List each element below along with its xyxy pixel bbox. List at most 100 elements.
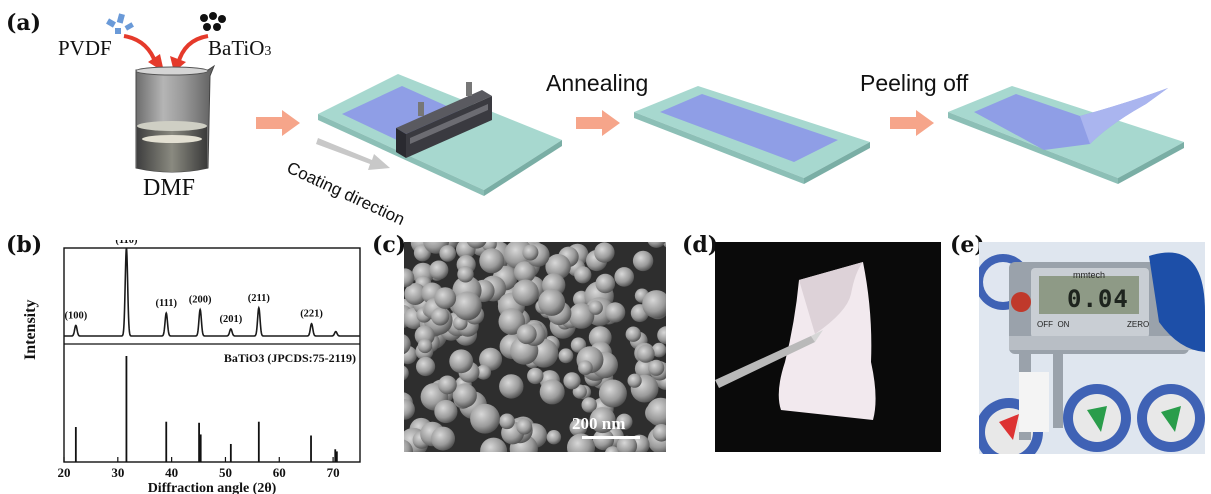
peak-label-0: (100) bbox=[64, 310, 87, 321]
sem-particle bbox=[516, 418, 533, 435]
sem-particle bbox=[614, 267, 634, 287]
sem-particle bbox=[404, 365, 409, 381]
sem-particle bbox=[499, 413, 515, 430]
panel-c-label: (c) bbox=[372, 232, 407, 258]
pvdf-powder-icon bbox=[106, 13, 134, 34]
sem-image: 200 nm bbox=[404, 242, 666, 452]
sem-particle bbox=[598, 379, 627, 408]
scale-bar bbox=[582, 436, 640, 439]
caliper-display: 0.04 bbox=[1067, 285, 1129, 313]
annealed-substrate bbox=[634, 86, 870, 184]
x-axis-label: Diffraction angle (2θ) bbox=[148, 481, 277, 494]
peak-label-4: (201) bbox=[219, 314, 242, 325]
sem-particle bbox=[578, 360, 593, 375]
sem-particle bbox=[652, 424, 666, 442]
sem-particle bbox=[480, 437, 508, 452]
flexible-film-photo bbox=[715, 242, 941, 452]
pvdf-label: PVDF bbox=[58, 36, 112, 60]
sem-particle bbox=[642, 290, 666, 319]
sem-particle bbox=[647, 242, 666, 248]
caliper-zero-label: ZERO bbox=[1127, 320, 1150, 329]
sem-particle bbox=[539, 379, 565, 405]
sem-particle bbox=[646, 397, 666, 427]
sem-particle bbox=[616, 435, 638, 452]
sem-particle bbox=[563, 372, 581, 390]
sem-particle bbox=[516, 324, 537, 345]
x-tick-label-2: 40 bbox=[165, 465, 178, 480]
peak-label-6: (221) bbox=[300, 309, 323, 320]
reference-label: BaTiO3 (JPCDS:75-2119) bbox=[224, 351, 356, 365]
sem-particle bbox=[514, 261, 536, 283]
panel-b-label: (b) bbox=[6, 232, 43, 258]
sem-particle bbox=[569, 418, 588, 437]
sem-particle bbox=[594, 242, 615, 263]
sem-particle bbox=[449, 349, 474, 374]
x-tick-label-4: 60 bbox=[273, 465, 286, 480]
sem-particle bbox=[438, 375, 457, 395]
sem-particle bbox=[512, 279, 539, 307]
sem-particle bbox=[479, 248, 505, 274]
caliper-off-on-label: OFF ON bbox=[1037, 320, 1070, 329]
y-axis-label: Intensity bbox=[22, 299, 39, 360]
sem-particle bbox=[581, 397, 597, 413]
step-arrow-2 bbox=[576, 110, 620, 136]
sem-particle bbox=[657, 326, 666, 345]
sem-particle bbox=[651, 342, 666, 358]
sem-particle bbox=[625, 326, 641, 342]
sem-particle bbox=[416, 356, 436, 377]
dmf-label: DMF bbox=[143, 175, 196, 201]
beaker-icon bbox=[135, 64, 216, 173]
sem-particle bbox=[498, 308, 526, 335]
coating-substrate bbox=[318, 74, 562, 196]
batio3-powder-icon bbox=[200, 12, 226, 31]
sem-particle bbox=[431, 307, 450, 326]
sem-particle bbox=[439, 245, 456, 262]
sem-particle bbox=[453, 291, 482, 321]
peak-label-5: (211) bbox=[248, 293, 271, 304]
batio3-label: BaTiO3 bbox=[208, 36, 272, 60]
sem-particle bbox=[476, 364, 492, 380]
sem-particle bbox=[404, 399, 415, 420]
step-arrow-1 bbox=[256, 110, 300, 136]
sem-particle bbox=[404, 334, 411, 355]
caliper-brand: mmtech bbox=[1073, 270, 1106, 280]
sem-particle bbox=[627, 373, 642, 388]
sem-particle bbox=[616, 413, 633, 430]
sem-particle bbox=[527, 367, 544, 385]
sem-particle bbox=[522, 244, 539, 261]
sem-particle bbox=[404, 439, 413, 452]
sem-particle bbox=[470, 403, 500, 434]
x-tick-label-5: 70 bbox=[327, 465, 340, 480]
peak-label-3: (200) bbox=[189, 295, 212, 306]
sem-particle bbox=[404, 268, 415, 288]
plot-frame bbox=[63, 247, 361, 463]
sem-particle bbox=[632, 250, 654, 272]
sem-particle bbox=[589, 407, 616, 434]
sem-particle bbox=[434, 287, 457, 309]
sem-particle bbox=[546, 430, 562, 445]
sem-particle bbox=[604, 446, 621, 452]
sem-particle bbox=[538, 288, 566, 316]
sem-particle bbox=[545, 254, 571, 280]
caliper-photo: mmtech 0.04 OFF ON ZERO bbox=[979, 242, 1205, 454]
sem-particle bbox=[605, 302, 626, 323]
annealing-label: Annealing bbox=[546, 70, 649, 96]
sem-particle bbox=[466, 242, 487, 249]
sem-particle bbox=[431, 426, 455, 451]
peak-label-1: (110) bbox=[115, 240, 138, 246]
x-tick-label-3: 50 bbox=[219, 465, 232, 480]
sem-particle bbox=[636, 344, 655, 363]
sem-particle bbox=[499, 374, 524, 399]
panel-d-label: (d) bbox=[682, 232, 719, 258]
sem-particle bbox=[558, 348, 574, 364]
step-arrow-3 bbox=[890, 110, 934, 136]
sem-particle bbox=[457, 266, 474, 283]
coating-direction-arrow bbox=[316, 138, 390, 170]
sem-particle bbox=[595, 273, 616, 294]
sem-particle bbox=[417, 338, 433, 354]
sem-particle bbox=[588, 300, 603, 315]
xrd-chart: (100) (110) (111) (200) (201) (211) (221) BaTiO… bbox=[58, 240, 361, 494]
sem-particle bbox=[648, 359, 665, 376]
peeled-film-substrate bbox=[948, 86, 1184, 184]
sem-particle bbox=[434, 399, 458, 424]
